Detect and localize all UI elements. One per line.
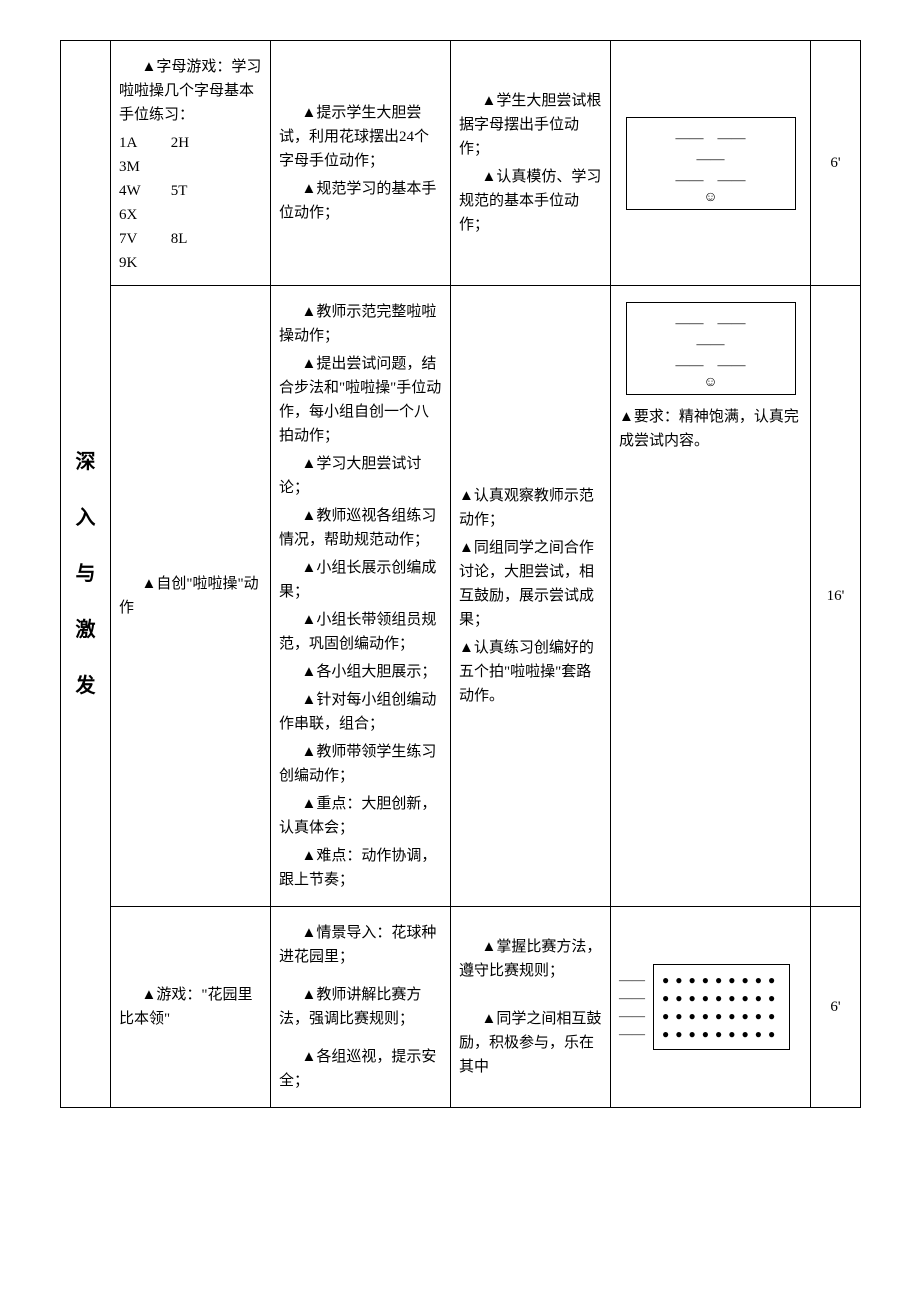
lesson-plan-table: 深 入 与 激 发 ▲字母游戏：学习啦啦操几个字母基本手位练习： 1A 2H 3… (60, 40, 861, 1108)
content-cell: ▲游戏："花园里比本领" (111, 907, 271, 1108)
dash-line: —— (619, 989, 645, 1007)
student-cell: ▲学生大胆尝试根据字母摆出手位动作； ▲认真模仿、学习规范的基本手位动作； (451, 41, 611, 286)
student-item: ▲认真练习创编好的五个拍"啦啦操"套路动作。 (459, 636, 602, 708)
teacher-item: ▲小组长展示创编成果； (279, 556, 442, 604)
dot-row: ●●●●●●●●● (662, 989, 781, 1007)
phase-char: 发 (76, 675, 96, 697)
teacher-item: ▲教师讲解比赛方法，强调比赛规则； (279, 983, 442, 1031)
dash-row: —— —— (635, 128, 787, 149)
student-item: ▲认真模仿、学习规范的基本手位动作； (459, 165, 602, 237)
teacher-item: ▲教师带领学生练习创编动作； (279, 740, 442, 788)
phase-char: 深 (76, 451, 96, 473)
teacher-item: ▲规范学习的基本手位动作； (279, 177, 442, 225)
teacher-cell: ▲情景导入：花球种进花园里； ▲教师讲解比赛方法，强调比赛规则； ▲各组巡视，提… (271, 907, 451, 1108)
table-row: ▲游戏："花园里比本领" ▲情景导入：花球种进花园里； ▲教师讲解比赛方法，强调… (61, 907, 861, 1108)
content-text: ▲自创"啦啦操"动作 (119, 572, 262, 620)
formation-diagram: —— —— —— —— —— ☺ (626, 302, 796, 395)
student-item: ▲学生大胆尝试根据字母摆出手位动作； (459, 89, 602, 161)
content-text: ▲字母游戏：学习啦啦操几个字母基本手位练习： (119, 55, 262, 127)
letter-item: 2H (171, 131, 219, 155)
dot-row: ●●●●●●●●● (662, 1007, 781, 1025)
diagram-cell: —— —— —— —— —— ☺ ▲要求：精神饱满，认真完成尝试内容。 (611, 286, 811, 907)
letter-item: 3M (119, 155, 167, 179)
teacher-item: ▲学习大胆尝试讨论； (279, 452, 442, 500)
letter-item: 9K (119, 251, 167, 275)
teacher-item: ▲提示学生大胆尝试，利用花球摆出24个字母手位动作； (279, 101, 442, 173)
letter-item: 4W (119, 179, 167, 203)
game-diagram: —— —— —— —— ●●●●●●●●● ●●●●●●●●● ●●●●●●●●… (619, 964, 802, 1050)
diagram-cell: —— —— —— —— —— ☺ (611, 41, 811, 286)
smiley-icon: ☺ (635, 191, 787, 205)
content-cell: ▲自创"啦啦操"动作 (111, 286, 271, 907)
smiley-icon: ☺ (635, 376, 787, 390)
dash-row: —— —— (635, 313, 787, 334)
teacher-cell: ▲教师示范完整啦啦操动作； ▲提出尝试问题，结合步法和"啦啦操"手位动作，每小组… (271, 286, 451, 907)
dash-line: —— (619, 1025, 645, 1043)
phase-label: 深 入 与 激 发 (61, 41, 111, 1108)
teacher-item: ▲情景导入：花球种进花园里； (279, 921, 442, 969)
teacher-cell: ▲提示学生大胆尝试，利用花球摆出24个字母手位动作； ▲规范学习的基本手位动作； (271, 41, 451, 286)
queue-lines: —— —— —— —— (619, 971, 645, 1044)
time-cell: 6' (811, 907, 861, 1108)
diagram-requirement: ▲要求：精神饱满，认真完成尝试内容。 (619, 405, 802, 453)
dash-line: —— (619, 1007, 645, 1025)
time-cell: 6' (811, 41, 861, 286)
dash-row: —— (635, 334, 787, 355)
teacher-item: ▲重点：大胆创新，认真体会； (279, 792, 442, 840)
dash-row: —— (635, 149, 787, 170)
phase-char: 激 (76, 619, 96, 641)
teacher-item: ▲难点：动作协调，跟上节奏； (279, 844, 442, 892)
teacher-item: ▲各小组大胆展示； (279, 660, 442, 684)
letter-item: 8L (171, 227, 219, 251)
dash-line: —— (619, 971, 645, 989)
dot-row: ●●●●●●●●● (662, 1025, 781, 1043)
student-item: ▲掌握比赛方法，遵守比赛规则； (459, 935, 602, 983)
dash-row: —— —— (635, 355, 787, 376)
table-row: 深 入 与 激 发 ▲字母游戏：学习啦啦操几个字母基本手位练习： 1A 2H 3… (61, 41, 861, 286)
student-item: ▲认真观察教师示范动作； (459, 484, 602, 532)
teacher-item: ▲提出尝试问题，结合步法和"啦啦操"手位动作，每小组自创一个八拍动作； (279, 352, 442, 448)
letter-item: 1A (119, 131, 167, 155)
content-cell: ▲字母游戏：学习啦啦操几个字母基本手位练习： 1A 2H 3M 4W 5T 6X… (111, 41, 271, 286)
student-item: ▲同学之间相互鼓励，积极参与，乐在其中 (459, 1007, 602, 1079)
dash-row: —— —— (635, 170, 787, 191)
content-text: ▲游戏："花园里比本领" (119, 983, 262, 1031)
teacher-item: ▲各组巡视，提示安全； (279, 1045, 442, 1093)
dot-field: ●●●●●●●●● ●●●●●●●●● ●●●●●●●●● ●●●●●●●●● (653, 964, 790, 1050)
phase-char: 入 (76, 507, 96, 529)
table-row: ▲自创"啦啦操"动作 ▲教师示范完整啦啦操动作； ▲提出尝试问题，结合步法和"啦… (61, 286, 861, 907)
diagram-cell: —— —— —— —— ●●●●●●●●● ●●●●●●●●● ●●●●●●●●… (611, 907, 811, 1108)
time-cell: 16' (811, 286, 861, 907)
teacher-item: ▲教师示范完整啦啦操动作； (279, 300, 442, 348)
letter-item: 5T (171, 179, 219, 203)
dot-row: ●●●●●●●●● (662, 971, 781, 989)
letter-item: 6X (119, 203, 167, 227)
letter-grid: 1A 2H 3M 4W 5T 6X 7V 8L 9K (119, 131, 262, 275)
student-cell: ▲掌握比赛方法，遵守比赛规则； ▲同学之间相互鼓励，积极参与，乐在其中 (451, 907, 611, 1108)
student-item: ▲同组同学之间合作讨论，大胆尝试，相互鼓励，展示尝试成果； (459, 536, 602, 632)
phase-char: 与 (76, 563, 96, 585)
teacher-item: ▲教师巡视各组练习情况，帮助规范动作； (279, 504, 442, 552)
student-cell: ▲认真观察教师示范动作； ▲同组同学之间合作讨论，大胆尝试，相互鼓励，展示尝试成… (451, 286, 611, 907)
teacher-item: ▲针对每小组创编动作串联，组合； (279, 688, 442, 736)
teacher-item: ▲小组长带领组员规范，巩固创编动作； (279, 608, 442, 656)
letter-item: 7V (119, 227, 167, 251)
formation-diagram: —— —— —— —— —— ☺ (626, 117, 796, 210)
